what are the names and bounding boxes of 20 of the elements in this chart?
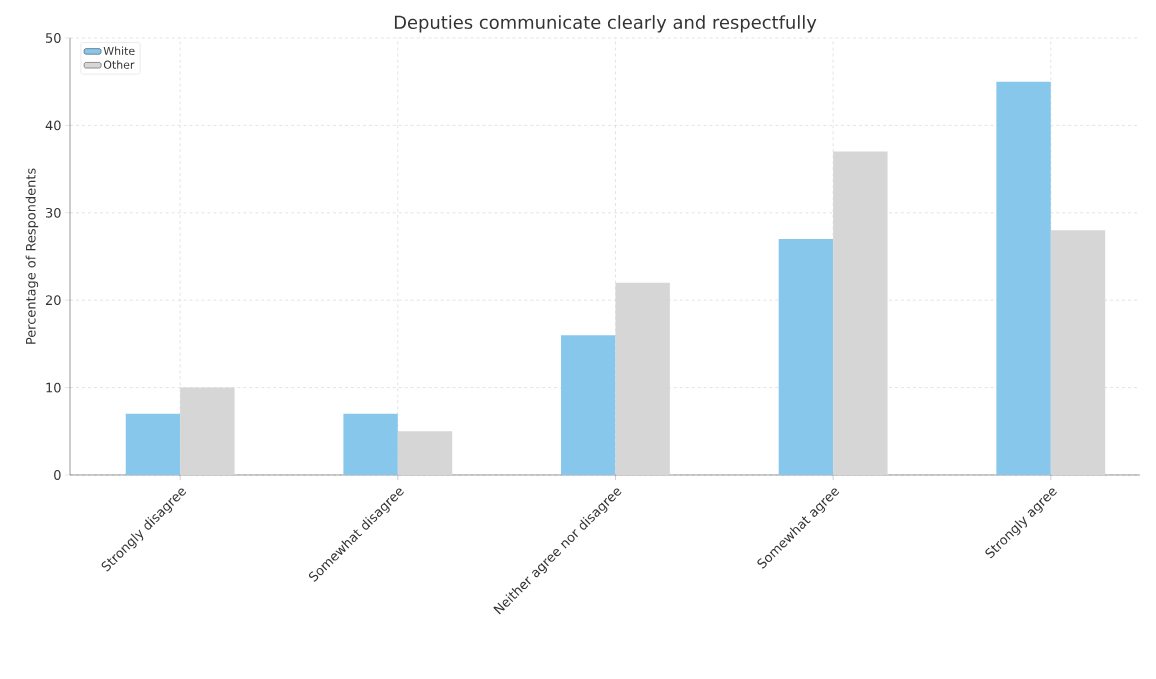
bar bbox=[615, 282, 670, 475]
bar bbox=[180, 387, 235, 475]
y-tick-label: 0 bbox=[54, 470, 61, 480]
y-tick-label: 10 bbox=[46, 382, 61, 393]
bar bbox=[996, 81, 1051, 475]
y-axis-title: Percentage of Respondents bbox=[25, 168, 39, 344]
chart-title: Deputies communicate clearly and respectfully bbox=[394, 15, 817, 33]
bar bbox=[561, 335, 616, 475]
bar bbox=[833, 151, 888, 475]
bar bbox=[778, 239, 834, 475]
bar bbox=[125, 413, 181, 475]
legend-label: Other bbox=[103, 60, 135, 69]
y-tick-label: 20 bbox=[45, 295, 61, 306]
bar bbox=[397, 431, 453, 475]
y-tick-label: 40 bbox=[45, 120, 61, 131]
y-tick-label: 30 bbox=[45, 207, 61, 218]
y-tick-label: 50 bbox=[46, 33, 61, 43]
bar bbox=[1050, 230, 1106, 475]
bar bbox=[343, 413, 398, 475]
legend-label: White bbox=[103, 46, 135, 56]
